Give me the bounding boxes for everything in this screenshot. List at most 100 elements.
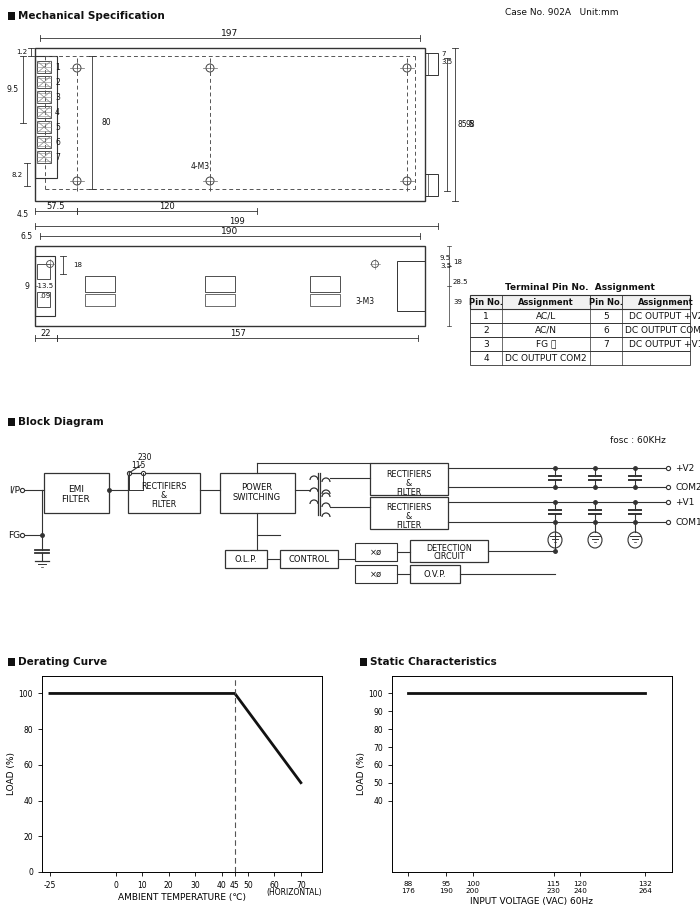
Bar (44, 473, 109, 513)
Text: 6: 6 (603, 326, 609, 334)
Text: 3: 3 (483, 340, 489, 349)
Text: 8.2: 8.2 (12, 172, 23, 177)
Text: Assignment: Assignment (518, 298, 574, 307)
Bar (355, 565, 397, 583)
Text: COM2: COM2 (675, 482, 700, 491)
X-axis label: AMBIENT TEMPERATURE (℃): AMBIENT TEMPERATURE (℃) (118, 893, 246, 902)
Text: &: & (406, 511, 412, 520)
Text: 4: 4 (483, 353, 489, 362)
Y-axis label: LOAD (%): LOAD (%) (357, 752, 365, 795)
Text: DC OUTPUT COM2: DC OUTPUT COM2 (505, 353, 587, 362)
Text: 7: 7 (55, 152, 60, 162)
Bar (128, 473, 200, 513)
X-axis label: INPUT VOLTAGE (VAC) 60Hz: INPUT VOLTAGE (VAC) 60Hz (470, 897, 594, 906)
Text: 18: 18 (73, 262, 82, 268)
Text: 9.5: 9.5 (7, 85, 19, 94)
Text: O.V.P.: O.V.P. (424, 570, 447, 579)
Text: Block Diagram: Block Diagram (18, 417, 104, 427)
Bar (470, 351, 690, 365)
Text: (HORIZONTAL): (HORIZONTAL) (267, 887, 322, 897)
Text: 3: 3 (55, 92, 60, 101)
Text: 9: 9 (25, 281, 29, 290)
Text: ×ø: ×ø (370, 548, 382, 557)
Text: DC OUTPUT +V2: DC OUTPUT +V2 (629, 311, 700, 320)
Y-axis label: LOAD (%): LOAD (%) (7, 752, 15, 795)
Text: DC OUTPUT +V1: DC OUTPUT +V1 (629, 340, 700, 349)
Text: Assignment: Assignment (638, 298, 694, 307)
Text: RECTIFIERS: RECTIFIERS (386, 469, 432, 478)
Text: Pin No.: Pin No. (589, 298, 623, 307)
Text: 3.5: 3.5 (441, 59, 452, 65)
Bar (470, 323, 690, 337)
Bar (35, 48, 425, 201)
Text: 4.5: 4.5 (17, 209, 29, 218)
Bar (205, 276, 235, 292)
Text: Static Characteristics: Static Characteristics (370, 657, 497, 667)
Text: Mechanical Specification: Mechanical Specification (18, 11, 164, 21)
Text: 7: 7 (441, 51, 445, 57)
Text: +V1: +V1 (675, 498, 694, 507)
Text: AC/N: AC/N (535, 326, 557, 334)
Bar (37, 76, 51, 88)
Text: FILTER: FILTER (62, 495, 90, 503)
Text: 115: 115 (131, 460, 145, 469)
Text: 5: 5 (603, 311, 609, 320)
Text: +V2: +V2 (675, 464, 694, 473)
Bar (410, 565, 460, 583)
Text: 1: 1 (483, 311, 489, 320)
Text: 2: 2 (55, 78, 60, 87)
Bar (370, 463, 448, 495)
Bar (205, 294, 235, 306)
Text: I/P: I/P (9, 486, 20, 495)
Text: 6: 6 (55, 138, 60, 146)
Bar (37, 106, 51, 118)
Bar (37, 151, 51, 163)
Bar (37, 136, 51, 148)
Text: 197: 197 (221, 28, 239, 37)
Text: DETECTION: DETECTION (426, 543, 472, 552)
Text: POWER: POWER (241, 482, 272, 491)
Bar (310, 276, 340, 292)
Text: 9.5: 9.5 (440, 255, 451, 261)
Text: FG: FG (8, 530, 20, 540)
Bar (310, 294, 340, 306)
Text: 1.2: 1.2 (16, 49, 27, 55)
Text: 18: 18 (453, 259, 462, 265)
Text: RECTIFIERS: RECTIFIERS (141, 481, 187, 490)
Text: 28.5: 28.5 (453, 279, 468, 285)
Bar (85, 276, 115, 292)
Text: Terminal Pin No.  Assignment: Terminal Pin No. Assignment (505, 282, 655, 291)
Bar (8, 12, 15, 20)
Text: EMI: EMI (68, 485, 84, 494)
Text: 3.5: 3.5 (440, 263, 451, 269)
Text: 199: 199 (229, 216, 244, 226)
Text: SWITCHING: SWITCHING (233, 492, 281, 501)
Text: 230: 230 (138, 453, 153, 461)
Text: .09: .09 (39, 293, 50, 299)
Bar (355, 543, 397, 561)
Bar (37, 61, 51, 73)
Bar (470, 309, 690, 323)
Bar (360, 658, 367, 666)
Text: 22: 22 (41, 329, 51, 338)
Bar (470, 295, 690, 309)
Text: 4-M3: 4-M3 (190, 162, 209, 171)
Bar (35, 56, 57, 178)
Bar (410, 540, 488, 562)
Text: Case No. 902A   Unit:mm: Case No. 902A Unit:mm (505, 7, 619, 16)
Text: 6.5: 6.5 (21, 232, 33, 240)
Text: 157: 157 (230, 329, 246, 338)
Bar (370, 497, 448, 529)
Text: 5: 5 (55, 122, 60, 131)
Text: Derating Curve: Derating Curve (18, 657, 107, 667)
Bar (470, 337, 690, 351)
Bar (280, 550, 338, 568)
Bar (8, 418, 15, 426)
Bar (37, 121, 51, 133)
Text: 2: 2 (483, 326, 489, 334)
Text: 3-M3: 3-M3 (356, 297, 375, 306)
Text: FILTER: FILTER (396, 520, 421, 530)
Bar (425, 53, 438, 75)
Text: 1: 1 (55, 62, 60, 71)
Text: &: & (406, 478, 412, 488)
